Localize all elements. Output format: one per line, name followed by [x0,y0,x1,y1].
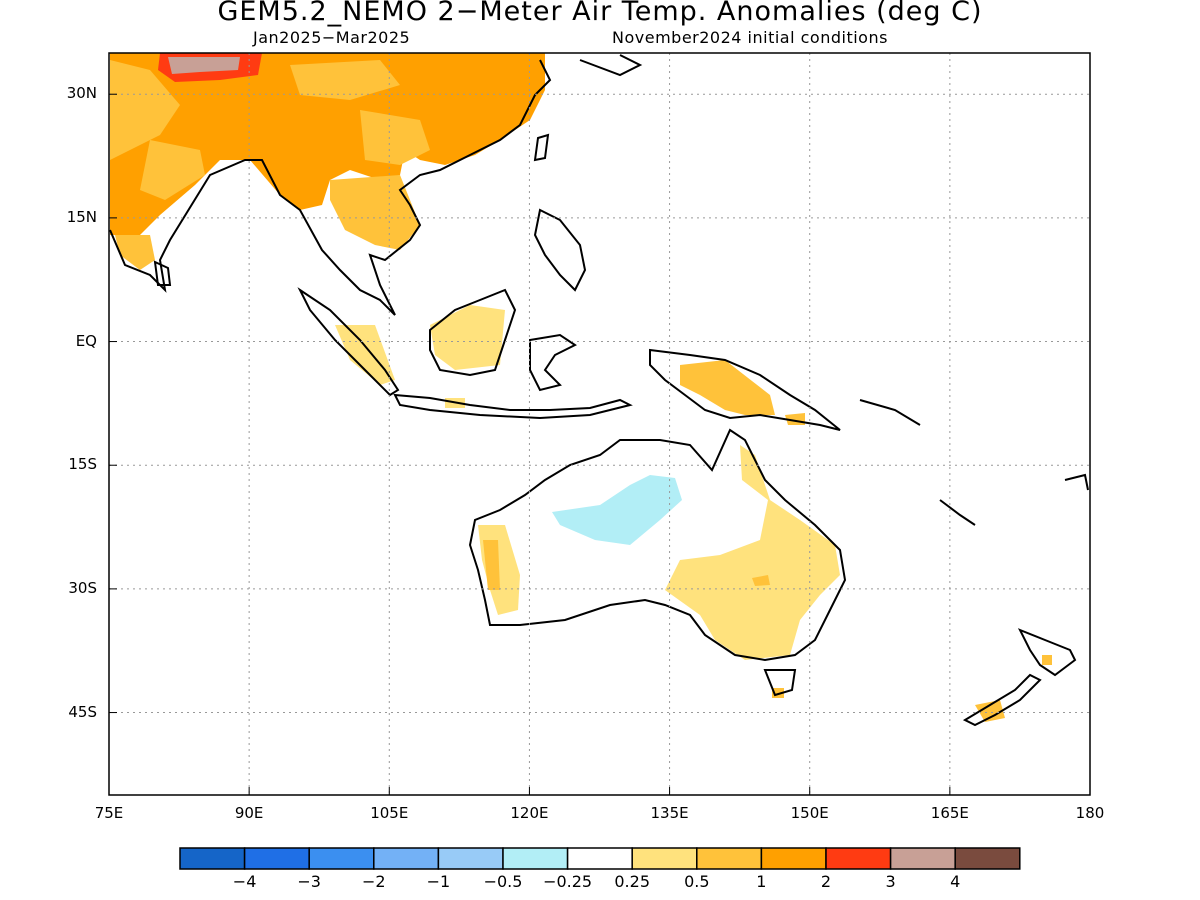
anomaly-shading [110,53,1052,722]
colorbar-label: −4 [232,872,257,891]
nz-south-coast [962,673,1042,727]
colorbar-label: −0.25 [543,872,593,891]
lon-label: 150E [790,804,829,822]
japan-coast [579,54,643,77]
nz-north-coast [1017,628,1077,677]
colorbar-label: 2 [820,872,832,891]
forecast-period: Jan2025−Mar2025 [253,28,411,47]
india-tip-anomaly [115,235,155,270]
map-title: GEM5.2_NEMO 2−Meter Air Temp. Anomalies … [217,0,983,27]
lat-label: 15S [68,455,97,474]
colorbar [179,847,1021,870]
colorbar-swatch [825,847,892,870]
north-china-anomaly [290,60,400,100]
java-coast [393,393,633,420]
colorbar-swatch [954,847,1021,870]
asia-warm-anomaly [110,53,545,235]
colorbar-label: −2 [362,872,386,891]
initial-conditions: November2024 initial conditions [612,28,888,47]
taiwan-coast [533,133,550,162]
india-warm-anomaly [110,60,180,160]
colorbar-swatch [889,847,956,870]
colorbar-label: −1 [426,872,451,891]
lon-label: 135E [650,804,689,822]
australia-cool-anomaly [552,475,682,545]
grid-lines [109,53,1090,795]
lon-label: 165E [930,804,969,822]
lon-label: 180 [1075,804,1105,822]
new-guinea-anomaly [680,360,775,415]
colorbar-label: 4 [950,872,961,891]
colorbar-swatch [566,847,633,870]
indochina-anomaly [330,175,420,250]
wa-coast-hotspot [483,540,500,590]
axis-ticks [108,93,1091,795]
borneo-coast [429,288,517,377]
colorbar-label: −0.5 [483,872,523,891]
colorbar-swatch [760,847,827,870]
lat-label: 45S [68,702,97,721]
solomon-coast [859,399,921,426]
colorbar-swatch [631,847,698,870]
colorbar-label: 1 [756,872,767,891]
colorbar-swatch [437,847,504,870]
lat-label: 30S [68,578,97,597]
australia-east-anomaly [665,445,840,660]
india-east-anomaly [140,140,205,200]
australia-east-hotspot [752,575,770,586]
nz-north-anomaly [1042,655,1052,665]
china-south-anomaly [360,110,430,165]
philippines-coast [533,208,587,292]
fiji-coast [1064,473,1089,491]
map-frame [108,52,1091,796]
borneo-anomaly [430,305,505,370]
lon-label: 75E [94,804,124,822]
colorbar-swatch [179,847,246,870]
colorbar-swatch [308,847,375,870]
sumatra-anomaly [335,325,395,385]
lat-label: EQ [75,331,97,350]
colorbar-swatch [696,847,763,870]
sumatra-coast [297,287,400,397]
colorbar-swatch [243,847,310,870]
lon-label: 105E [370,804,409,822]
colorbar-label: 3 [885,872,896,891]
coastlines [109,54,1089,727]
lat-label: 30N [66,84,97,103]
asia-coast [109,59,552,316]
new-guinea-coast [649,348,841,431]
colorbar-label: 0.25 [614,872,650,891]
tasmania-coast [763,669,797,697]
nz-anomaly [975,700,1005,722]
lon-label: 120E [510,804,549,822]
colorbar-swatch [502,847,569,870]
colorbar-swatch [373,847,440,870]
vanuatu-coast [939,499,976,526]
colorbar-label: 0.5 [684,872,710,891]
sulawesi-coast [529,333,577,392]
australia-coast [468,428,847,662]
lat-label: 15N [66,207,97,226]
tibet-extreme-anomaly [168,57,240,74]
sri-lanka-coast [153,260,172,286]
lon-label: 90E [234,804,264,822]
colorbar-label: −3 [297,872,321,891]
